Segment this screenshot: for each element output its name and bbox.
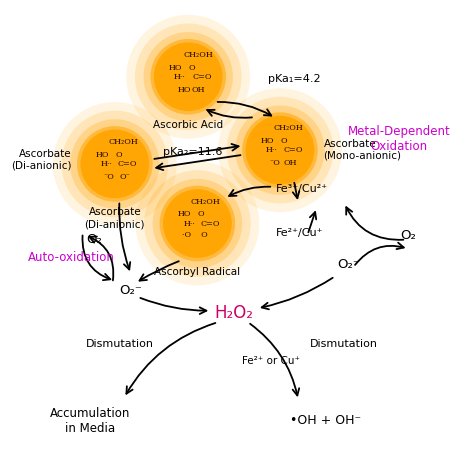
Text: O: O bbox=[280, 137, 287, 145]
Text: Accumulation
in Media: Accumulation in Media bbox=[49, 407, 130, 435]
Circle shape bbox=[154, 42, 223, 111]
Text: O: O bbox=[189, 63, 195, 71]
Circle shape bbox=[150, 39, 226, 115]
Text: HO: HO bbox=[178, 86, 191, 94]
Text: C=O: C=O bbox=[201, 219, 220, 227]
Circle shape bbox=[135, 24, 242, 130]
Text: H··: H·· bbox=[183, 219, 195, 227]
Text: O₂⁻: O₂⁻ bbox=[119, 283, 142, 297]
Text: H··: H·· bbox=[174, 73, 186, 81]
Text: O₂: O₂ bbox=[86, 233, 102, 246]
Circle shape bbox=[160, 186, 235, 261]
Text: O: O bbox=[115, 151, 122, 159]
Text: Ascorbic Acid: Ascorbic Acid bbox=[153, 120, 223, 130]
Text: O₂: O₂ bbox=[401, 228, 416, 242]
Text: Ascorbyl Radical: Ascorbyl Radical bbox=[155, 267, 240, 277]
Text: C=O: C=O bbox=[192, 73, 212, 81]
Text: Dismutation: Dismutation bbox=[310, 339, 378, 349]
Text: •OH + OH⁻: •OH + OH⁻ bbox=[290, 414, 361, 427]
Text: Ascorbate
(Di-anionic): Ascorbate (Di-anionic) bbox=[11, 149, 71, 170]
Text: H··: H·· bbox=[100, 160, 112, 168]
Circle shape bbox=[53, 102, 177, 226]
Circle shape bbox=[62, 110, 168, 217]
Circle shape bbox=[77, 126, 153, 202]
Circle shape bbox=[218, 88, 342, 212]
Text: O: O bbox=[198, 211, 204, 219]
Circle shape bbox=[136, 162, 259, 285]
Circle shape bbox=[126, 15, 250, 139]
Text: HO: HO bbox=[95, 151, 109, 159]
Text: H₂O₂: H₂O₂ bbox=[215, 304, 254, 322]
Text: Auto-oxidation: Auto-oxidation bbox=[27, 251, 115, 265]
Text: CH₂OH: CH₂OH bbox=[273, 124, 303, 132]
Text: O₂⁻: O₂⁻ bbox=[337, 258, 360, 271]
Text: OH: OH bbox=[283, 159, 297, 167]
Text: ·O    O: ·O O bbox=[182, 231, 208, 239]
Text: Fe²⁺ or Cu⁺: Fe²⁺ or Cu⁺ bbox=[242, 356, 300, 366]
Circle shape bbox=[242, 112, 318, 188]
Text: pKa₁=4.2: pKa₁=4.2 bbox=[268, 74, 321, 84]
Circle shape bbox=[153, 179, 242, 268]
Circle shape bbox=[235, 105, 325, 195]
Circle shape bbox=[246, 116, 314, 185]
Circle shape bbox=[144, 170, 251, 277]
Circle shape bbox=[70, 119, 160, 209]
Text: HO: HO bbox=[178, 211, 191, 219]
Circle shape bbox=[163, 189, 232, 258]
Text: ⁻O: ⁻O bbox=[104, 173, 115, 181]
Text: H··: H·· bbox=[266, 146, 278, 154]
Text: Ascorbate
(Mono-anionic): Ascorbate (Mono-anionic) bbox=[324, 139, 401, 161]
Text: Ascorbate
(Di-anionic): Ascorbate (Di-anionic) bbox=[84, 207, 145, 229]
Text: Fe³⁺/Cu²⁺: Fe³⁺/Cu²⁺ bbox=[275, 184, 328, 194]
Text: Fe²⁺/Cu⁺: Fe²⁺/Cu⁺ bbox=[275, 227, 323, 238]
Circle shape bbox=[144, 32, 233, 121]
Text: HO: HO bbox=[169, 63, 182, 71]
Text: CH₂OH: CH₂OH bbox=[191, 197, 220, 205]
Text: O⁻: O⁻ bbox=[119, 173, 130, 181]
Circle shape bbox=[227, 97, 333, 204]
Text: OH: OH bbox=[191, 86, 205, 94]
Text: CH₂OH: CH₂OH bbox=[108, 138, 138, 146]
Text: Dismutation: Dismutation bbox=[85, 339, 154, 349]
Text: CH₂OH: CH₂OH bbox=[183, 51, 213, 59]
Text: C=O: C=O bbox=[118, 160, 137, 168]
Text: HO: HO bbox=[260, 137, 274, 145]
Text: C=O: C=O bbox=[283, 146, 302, 154]
Text: pKa₂=11.6: pKa₂=11.6 bbox=[163, 148, 222, 157]
Text: ⁻O: ⁻O bbox=[269, 159, 280, 167]
Circle shape bbox=[81, 130, 149, 198]
Text: Metal-Dependent
Oxidation: Metal-Dependent Oxidation bbox=[348, 125, 451, 153]
